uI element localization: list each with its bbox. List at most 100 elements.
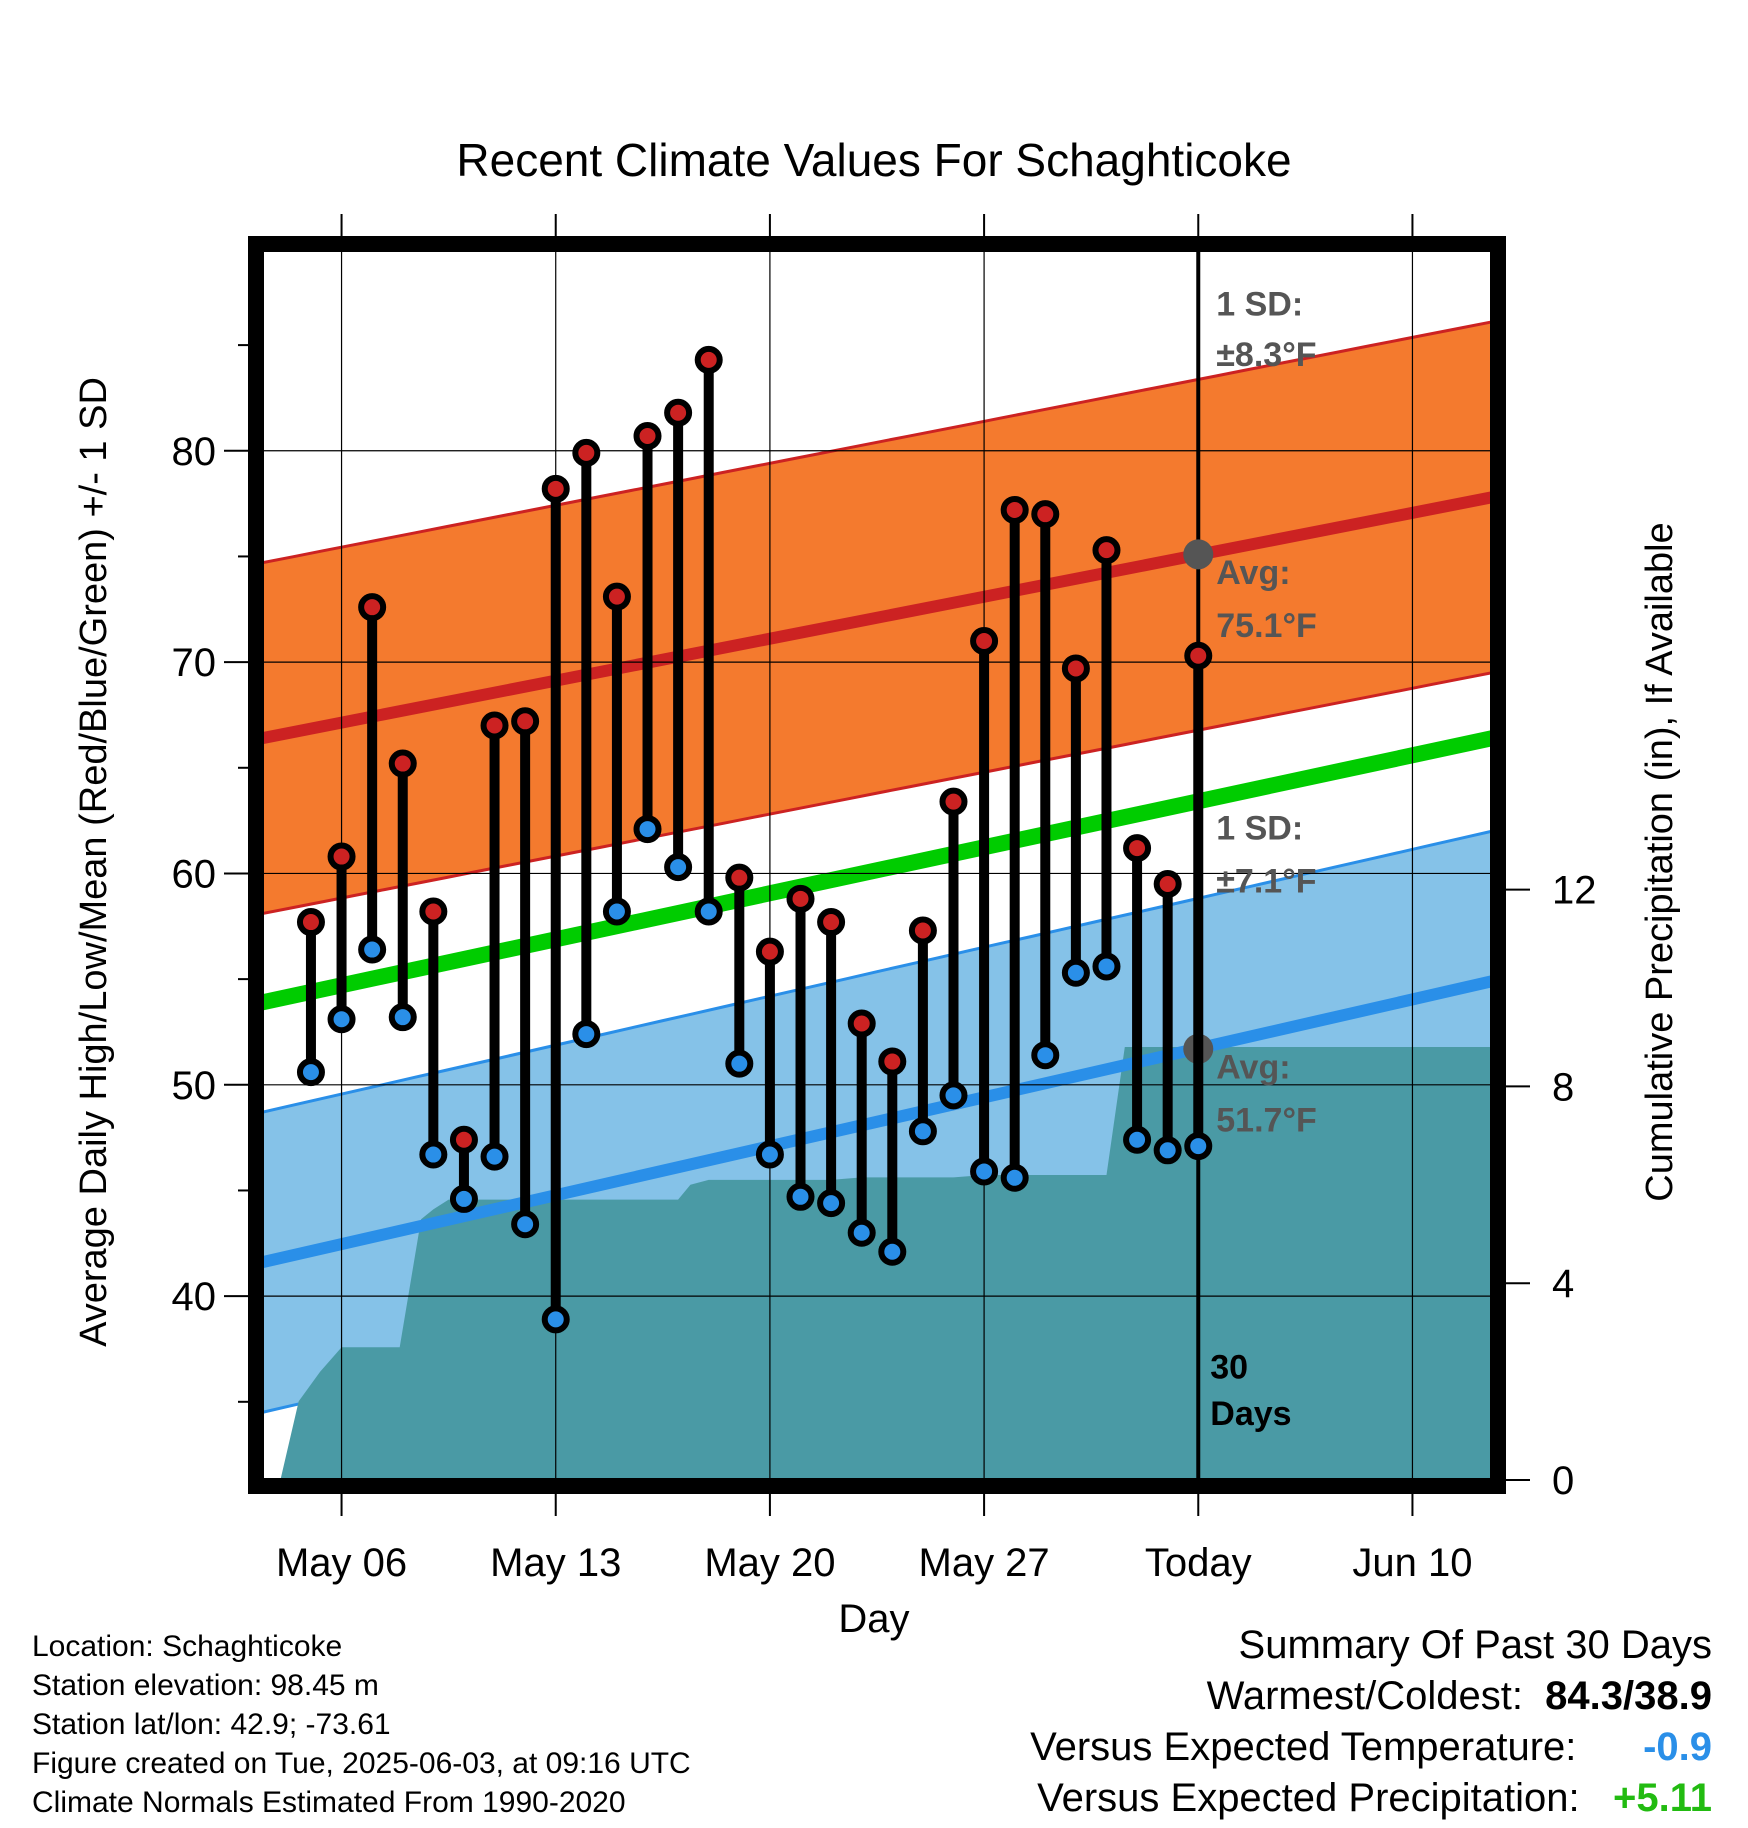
daily-high-point: [602, 582, 631, 611]
info-created: Figure created on Tue, 2025-06-03, at 09…: [32, 1747, 691, 1780]
daily-high-point: [327, 842, 356, 871]
x-tick-label: May 13: [490, 1541, 621, 1585]
daily-high-point: [694, 345, 723, 374]
daily-high-point: [878, 1047, 907, 1076]
y-left-tick-label: 40: [172, 1275, 217, 1319]
daily-high-point: [296, 908, 325, 937]
summary-warm-cold-label: Warmest/Coldest:: [1206, 1674, 1523, 1718]
daily-high-point: [541, 474, 570, 503]
x-tick-label: Today: [1145, 1541, 1252, 1585]
info-latlon: Station lat/lon: 42.9; -73.61: [32, 1708, 391, 1741]
info-normals: Climate Normals Estimated From 1990-2020: [32, 1786, 626, 1819]
summary-warm-cold-row: Warmest/Coldest: 84.3/38.9: [1030, 1671, 1712, 1722]
y-left-tick-label: 70: [172, 641, 217, 685]
daily-low-point: [1123, 1125, 1152, 1154]
summary-warm-cold-value: 84.3/38.9: [1545, 1674, 1712, 1718]
summary-heading: Summary Of Past 30 Days: [1238, 1623, 1712, 1667]
daily-high-point: [1000, 495, 1029, 524]
daily-low-point: [449, 1184, 478, 1213]
daily-low-point: [847, 1218, 876, 1247]
summary-temp-value: -0.9: [1643, 1725, 1712, 1769]
daily-high-point: [419, 897, 448, 926]
daily-high-point: [1092, 536, 1121, 565]
daily-low-point: [633, 815, 662, 844]
y-right-tick-label: 12: [1552, 869, 1597, 913]
days-count-label: 30: [1210, 1349, 1248, 1387]
y-right-tick-label: 4: [1552, 1262, 1574, 1306]
daily-high-point: [633, 421, 662, 450]
daily-low-point: [541, 1305, 570, 1334]
daily-low-point: [817, 1189, 846, 1218]
summary-precip-value: +5.11: [1612, 1776, 1712, 1820]
daily-low-point: [419, 1140, 448, 1169]
x-tick-label: Jun 10: [1352, 1541, 1472, 1585]
daily-low-point: [1092, 952, 1121, 981]
daily-high-point: [1153, 870, 1182, 899]
y-right-tick-label: 8: [1552, 1065, 1574, 1109]
low-avg-label-2: 51.7°F: [1216, 1101, 1317, 1139]
daily-low-point: [878, 1237, 907, 1266]
daily-high-point: [786, 884, 815, 913]
daily-high-point: [1184, 641, 1213, 670]
daily-high-point: [755, 937, 784, 966]
daily-low-point: [1031, 1041, 1060, 1070]
high-normal-line: [262, 491, 1492, 745]
high-avg-label-2: 75.1°F: [1216, 607, 1317, 645]
daily-low-point: [1000, 1163, 1029, 1192]
low-sd-label-1: 1 SD:: [1216, 810, 1303, 848]
summary-temp-label: Versus Expected Temperature:: [1030, 1725, 1577, 1769]
daily-high-point: [817, 908, 846, 937]
x-axis-label: Day: [838, 1597, 909, 1641]
daily-high-point: [847, 1009, 876, 1038]
info-elevation: Station elevation: 98.45 m: [32, 1669, 379, 1702]
high-sd-label-2: ±8.3°F: [1216, 336, 1316, 374]
daily-low-point: [358, 935, 387, 964]
daily-high-point: [725, 863, 754, 892]
daily-low-point: [1153, 1136, 1182, 1165]
mean-normal-line: [262, 730, 1492, 1011]
daily-low-point: [755, 1140, 784, 1169]
days-word-label: Days: [1210, 1395, 1291, 1433]
plot-frame: [248, 236, 1506, 1494]
summary-precip-label: Versus Expected Precipitation:: [1037, 1776, 1580, 1820]
low-sd-label-2: ±7.1°F: [1216, 862, 1316, 900]
daily-high-point: [664, 398, 693, 427]
daily-low-point: [572, 1020, 601, 1049]
daily-low-point: [1061, 958, 1090, 987]
daily-low-point: [602, 897, 631, 926]
daily-high-point: [358, 593, 387, 622]
daily-low-point: [511, 1210, 540, 1239]
high-avg-label-1: Avg:: [1216, 554, 1290, 592]
daily-high-point: [1031, 500, 1060, 529]
daily-low-point: [786, 1182, 815, 1211]
y-axis-label-right: Cumulative Precipitation (in), If Availa…: [1639, 522, 1681, 1201]
daily-low-point: [1184, 1132, 1213, 1161]
y-left-tick-label: 50: [172, 1064, 217, 1108]
daily-low-point: [296, 1058, 325, 1087]
daily-low-point: [970, 1157, 999, 1186]
daily-low-point: [388, 1003, 417, 1032]
x-tick-label: May 27: [919, 1541, 1050, 1585]
chart-title: Recent Climate Values For Schaghticoke: [456, 134, 1291, 186]
daily-low-point: [664, 853, 693, 882]
daily-low-point: [908, 1117, 937, 1146]
daily-high-point: [572, 438, 601, 467]
summary-temp-row: Versus Expected Temperature: -0.9: [1030, 1722, 1712, 1773]
info-location: Location: Schaghticoke: [32, 1630, 343, 1663]
daily-high-point: [1123, 834, 1152, 863]
daily-high-point: [939, 787, 968, 816]
daily-high-point: [449, 1125, 478, 1154]
daily-high-point: [388, 749, 417, 778]
x-tick-label: May 20: [704, 1541, 835, 1585]
daily-low-point: [725, 1049, 754, 1078]
daily-high-point: [970, 626, 999, 655]
daily-high-point: [1061, 654, 1090, 683]
daily-high-point: [908, 916, 937, 945]
low-avg-label-1: Avg:: [1216, 1048, 1290, 1086]
low-normal-line: [262, 975, 1492, 1269]
daily-high-point: [480, 711, 509, 740]
high-sd-label-1: 1 SD:: [1216, 286, 1303, 324]
y-right-tick-label: 0: [1552, 1459, 1574, 1503]
daily-low-point: [939, 1081, 968, 1110]
daily-low-point: [480, 1142, 509, 1171]
